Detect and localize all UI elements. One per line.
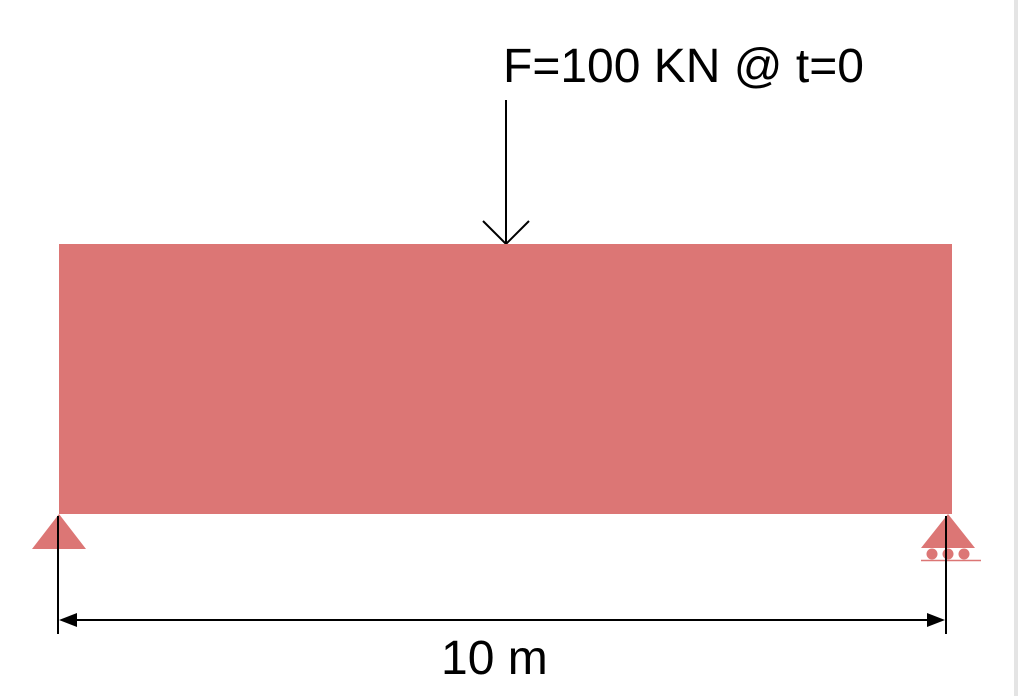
roller-support-icon <box>921 514 981 562</box>
load-label: F=100 KN @ t=0 <box>503 40 864 93</box>
span-label: 10 m <box>441 632 548 685</box>
beam <box>59 244 952 514</box>
force-arrow-icon <box>482 100 530 246</box>
dimension-arrow-icon <box>57 516 947 634</box>
frame-edge <box>1014 0 1018 696</box>
